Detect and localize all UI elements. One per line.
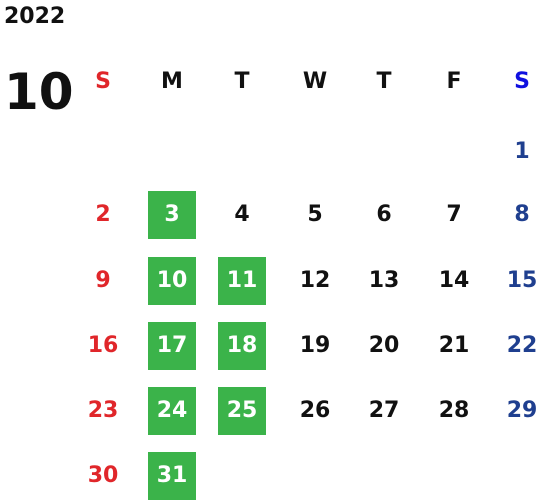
day: 20 — [368, 333, 400, 358]
day: 14 — [438, 268, 470, 293]
day: 6 — [376, 202, 392, 227]
highlighted-day: 18 — [218, 322, 266, 370]
highlighted-day: 24 — [148, 387, 196, 435]
weekday-header: F — [446, 69, 462, 94]
weekday-header: M — [161, 69, 183, 94]
highlighted-day: 11 — [218, 257, 266, 305]
day: 16 — [87, 333, 119, 358]
day: 12 — [299, 268, 331, 293]
day: 15 — [506, 268, 538, 293]
month: 10 — [4, 63, 74, 121]
highlighted-day: 10 — [148, 257, 196, 305]
weekday-header: S — [514, 69, 530, 94]
day: 19 — [299, 333, 331, 358]
day: 26 — [299, 398, 331, 423]
day: 28 — [438, 398, 470, 423]
day: 5 — [307, 202, 323, 227]
day: 1 — [514, 139, 530, 164]
highlighted-day: 3 — [148, 191, 196, 239]
highlighted-day: 25 — [218, 387, 266, 435]
day: 29 — [506, 398, 538, 423]
day: 23 — [87, 398, 119, 423]
day: 8 — [514, 202, 530, 227]
day: 13 — [368, 268, 400, 293]
day: 4 — [234, 202, 250, 227]
day: 9 — [95, 268, 111, 293]
day: 21 — [438, 333, 470, 358]
weekday-header: S — [95, 69, 111, 94]
day: 30 — [87, 463, 119, 488]
day: 22 — [506, 333, 538, 358]
day: 7 — [446, 202, 462, 227]
highlighted-day: 31 — [148, 452, 196, 500]
day: 27 — [368, 398, 400, 423]
day: 2 — [95, 202, 111, 227]
weekday-header: T — [376, 69, 392, 94]
weekday-header: W — [302, 69, 328, 94]
year: 2022 — [4, 4, 66, 29]
highlighted-day: 17 — [148, 322, 196, 370]
weekday-header: T — [234, 69, 250, 94]
